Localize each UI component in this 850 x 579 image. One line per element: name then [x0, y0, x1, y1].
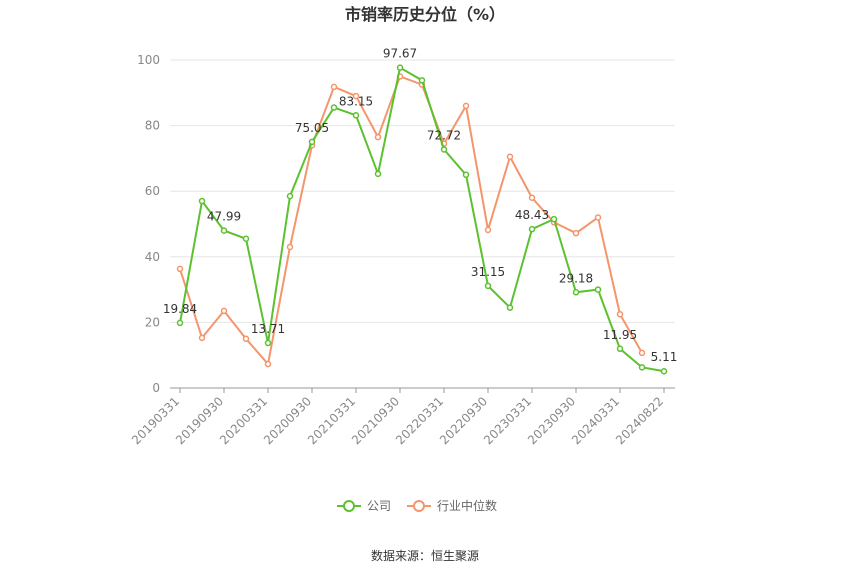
y-tick-label: 60 — [145, 184, 160, 198]
data-point — [220, 227, 228, 234]
data-point — [616, 345, 624, 353]
data-point — [506, 153, 514, 161]
data-point — [594, 286, 602, 293]
data-point — [616, 310, 624, 318]
data-label: 47.99 — [207, 210, 241, 224]
data-point — [638, 364, 646, 371]
data-label: 5.11 — [651, 350, 678, 364]
data-point — [220, 307, 228, 315]
legend-marker — [413, 500, 425, 512]
y-tick-label: 40 — [145, 250, 160, 264]
data-point — [198, 197, 206, 205]
data-point — [198, 334, 206, 342]
data-label: 31.15 — [471, 265, 505, 279]
chart-title: 市销率历史分位（%） — [345, 5, 505, 24]
data-label: 29.18 — [559, 271, 593, 285]
data-label: 13.71 — [251, 322, 285, 336]
y-tick-label: 80 — [145, 119, 160, 133]
y-tick-label: 20 — [145, 315, 160, 329]
data-point — [396, 64, 404, 71]
data-label: 19.84 — [163, 302, 197, 316]
legend-label: 行业中位数 — [437, 498, 497, 513]
legend-label: 公司 — [367, 499, 391, 513]
data-point — [638, 349, 646, 357]
data-point — [374, 170, 382, 178]
data-point — [308, 138, 316, 146]
data-label: 48.43 — [515, 208, 549, 222]
data-point — [484, 226, 492, 234]
data-point — [594, 214, 602, 221]
data-label: 75.05 — [295, 121, 329, 135]
data-point — [484, 282, 492, 290]
source: 数据来源：恒生聚源 — [371, 548, 479, 563]
data-point — [352, 92, 360, 100]
data-point — [462, 171, 470, 179]
data-label: 97.67 — [383, 47, 417, 61]
data-point — [286, 192, 294, 200]
data-point — [242, 335, 250, 343]
data-point — [264, 339, 272, 347]
data-point — [176, 319, 184, 327]
data-label: 83.15 — [339, 94, 373, 108]
data-label: 72.72 — [427, 128, 461, 142]
data-point — [330, 83, 338, 91]
legend-marker — [343, 500, 355, 512]
data-point — [572, 289, 580, 296]
data-point — [418, 77, 426, 84]
data-point — [374, 133, 382, 141]
data-point — [506, 304, 514, 311]
data-point — [528, 194, 536, 202]
data-point — [264, 360, 272, 368]
data-point — [550, 215, 558, 223]
data-label: 11.95 — [603, 328, 637, 342]
series-line — [179, 75, 643, 367]
data-point — [462, 102, 470, 110]
data-point — [330, 104, 338, 111]
y-tick-label: 100 — [137, 53, 160, 67]
data-point — [176, 265, 184, 273]
x-tick-label: 20240822 — [613, 394, 666, 447]
data-point — [352, 112, 360, 119]
data-point — [572, 229, 580, 237]
data-point — [528, 225, 536, 233]
data-point — [286, 243, 294, 251]
data-point — [440, 146, 448, 153]
data-point — [660, 367, 668, 375]
data-point — [242, 235, 250, 243]
y-tick-label: 0 — [152, 381, 160, 395]
